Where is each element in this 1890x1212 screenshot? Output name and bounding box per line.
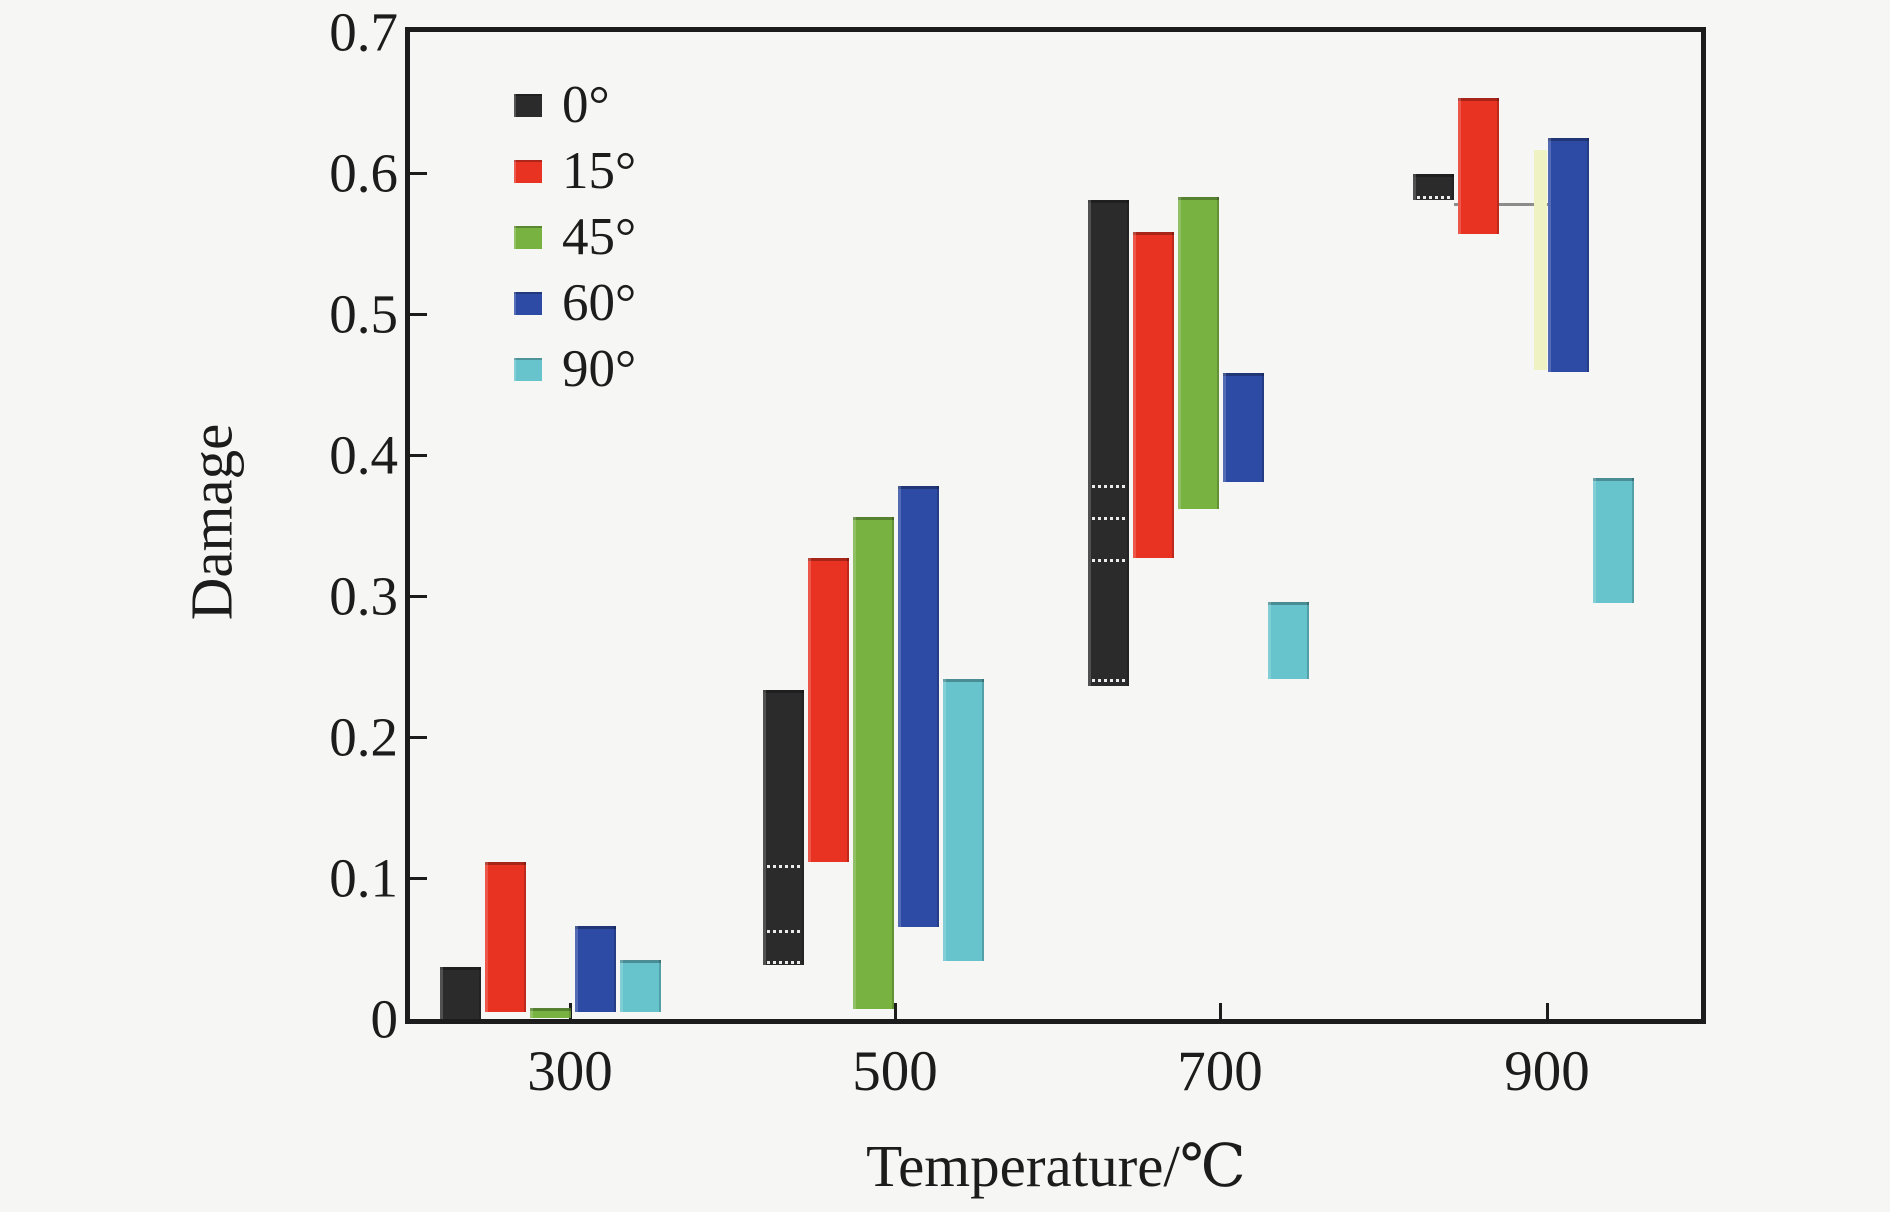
- bar-marker-deg0-700: [1092, 559, 1125, 562]
- bar-deg45-900: [1534, 150, 1547, 370]
- bar-marker-deg0-700: [1092, 679, 1125, 682]
- bar-deg45-300: [530, 1008, 571, 1018]
- bar-deg15-500: [808, 558, 849, 862]
- bar-deg90-300: [620, 960, 661, 1012]
- bar-deg15-700: [1133, 232, 1174, 558]
- y-tick-label: 0.2: [329, 706, 398, 768]
- x-axis-tick: [894, 1003, 897, 1019]
- bar-deg0-900: [1413, 174, 1454, 200]
- legend-swatch-deg90: [514, 357, 542, 381]
- y-axis-tick: [410, 454, 427, 457]
- bar-deg0-700: [1088, 200, 1129, 686]
- x-tick-label: 700: [1177, 1040, 1263, 1103]
- bar-deg60-300: [575, 926, 616, 1012]
- legend-item-deg90: 90°: [514, 336, 636, 402]
- bar-deg0-500: [763, 690, 804, 965]
- y-axis-tick: [410, 736, 427, 739]
- y-tick-label: 0.5: [329, 283, 398, 345]
- y-axis-tick: [410, 877, 427, 880]
- legend-swatch-deg0: [514, 93, 542, 117]
- x-tick-label: 900: [1504, 1040, 1590, 1103]
- x-tick-label: 500: [852, 1040, 938, 1103]
- legend-label-deg90: 90°: [562, 339, 637, 398]
- bar-deg90-700: [1268, 602, 1309, 679]
- x-tick-label: 300: [527, 1040, 613, 1103]
- legend-label-deg0: 0°: [562, 75, 610, 134]
- y-axis-tick: [410, 172, 427, 175]
- bar-deg0-300: [440, 967, 481, 1019]
- legend-label-deg60: 60°: [562, 273, 637, 332]
- bar-marker-deg0-700: [1092, 517, 1125, 520]
- bar-marker-deg0-500: [767, 930, 800, 933]
- y-axis-tick: [410, 313, 427, 316]
- x-axis-tick: [1219, 1003, 1222, 1019]
- legend-swatch-deg45: [514, 225, 542, 249]
- bar-deg45-700: [1178, 197, 1219, 509]
- legend-item-deg0: 0°: [514, 72, 636, 138]
- bar-deg15-900: [1458, 98, 1499, 234]
- bar-marker-deg0-500: [767, 961, 800, 964]
- y-tick-label: 0.4: [329, 424, 398, 486]
- legend-item-deg15: 15°: [514, 138, 636, 204]
- y-tick-label: 0: [370, 988, 399, 1050]
- bar-deg60-900: [1548, 138, 1589, 372]
- whisker-line: [1454, 203, 1548, 206]
- bar-deg60-500: [898, 486, 939, 927]
- legend: 0° 15° 45° 60° 90°: [514, 72, 636, 402]
- x-axis-tick: [1546, 1003, 1549, 1019]
- legend-swatch-deg60: [514, 291, 542, 315]
- y-tick-label: 0.7: [329, 1, 398, 63]
- bar-deg15-300: [485, 862, 526, 1012]
- legend-item-deg45: 45°: [514, 204, 636, 270]
- bar-deg60-700: [1223, 373, 1264, 482]
- y-tick-label: 0.1: [329, 847, 398, 909]
- legend-label-deg15: 15°: [562, 141, 637, 200]
- y-tick-label: 0.3: [329, 565, 398, 627]
- bar-deg90-500: [943, 679, 984, 961]
- legend-label-deg45: 45°: [562, 207, 637, 266]
- bar-marker-deg0-700: [1092, 485, 1125, 488]
- y-tick-label: 0.6: [329, 142, 398, 204]
- legend-item-deg60: 60°: [514, 270, 636, 336]
- y-axis-title: Damage: [178, 423, 245, 621]
- y-axis-tick: [410, 595, 427, 598]
- bar-marker-deg0-900: [1417, 196, 1450, 199]
- bar-marker-deg0-500: [767, 865, 800, 868]
- bar-deg90-900: [1593, 478, 1634, 603]
- bar-deg45-500: [853, 517, 894, 1009]
- legend-swatch-deg15: [514, 159, 542, 183]
- x-axis-title: Temperature/℃: [866, 1133, 1246, 1199]
